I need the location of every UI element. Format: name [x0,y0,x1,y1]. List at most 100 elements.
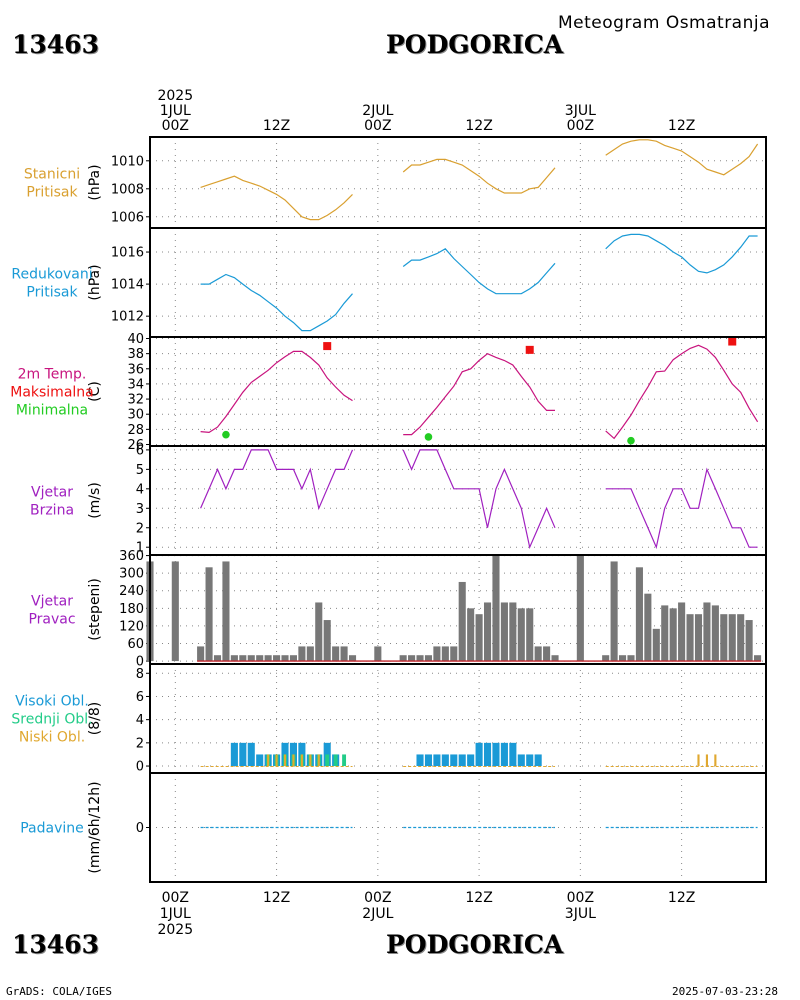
direction-bar [467,608,475,662]
direction-bar [686,614,694,662]
bottom-time-label: 00Z [567,890,594,906]
bottom-time-label: 12Z [465,890,492,906]
bottom-time-label: 12Z [668,890,695,906]
panel-label: Brzina [30,503,74,519]
y-tick-label: 4 [136,482,144,497]
high-cloud-bar [492,742,500,767]
series-line [403,353,555,436]
y-tick-label: 2 [136,736,144,751]
y-tick-label: 360 [119,549,144,564]
top-time-label: 12Z [263,118,290,134]
direction-bar [197,646,205,662]
low-cloud-bar [309,754,312,767]
y-unit-label: (8/8) [87,702,103,735]
direction-bar [711,605,719,662]
direction-bar [315,602,323,662]
low-cloud-bar [292,754,295,767]
direction-bar [450,646,458,662]
series-line [200,350,353,434]
tmax-marker [323,342,332,351]
low-cloud-bar [317,754,320,767]
y-tick-label: 38 [127,347,144,362]
panel-redukovani: 1012 1014 1016 (hPa)Redukovani Pritisak [11,227,767,338]
panel-label: Redukovani [11,267,92,283]
y-tick-label: 0 [136,821,144,836]
top-time-label: 12Z [465,118,492,134]
y-tick-label: 1010 [111,154,144,169]
panel-label: Niski Obl. [19,730,85,746]
high-cloud-bar [441,754,449,767]
panel-label: Srednji Obl. [11,712,92,728]
y-tick-label: 28 [127,423,144,438]
y-tick-label: 1006 [111,210,144,225]
panel-label: 2m Temp. [18,367,87,383]
y-tick-label: 1016 [111,246,144,261]
panel-label: Pravac [28,612,75,628]
station-id: 13463 [12,30,99,59]
y-tick-label: 1008 [111,182,144,197]
y-tick-label: 32 [127,393,144,408]
panel-oblacnost: 0 2 4 6 8 (8/8)Visoki Obl. Srednji Obl. Niski O… [11,663,767,775]
y-tick-label: 34 [127,377,144,392]
direction-bar [509,602,517,662]
direction-bar [694,614,703,662]
direction-bar [424,655,433,662]
panel-brzina: 1 2 3 4 5 6 (m/s) Vjetar Brzina [30,443,767,556]
low-cloud-bar [714,754,717,767]
y-unit-label: (C) [87,381,103,402]
y-tick-label: 4 [136,713,144,728]
direction-bar [703,602,711,662]
direction-bar [256,655,264,662]
tmax-marker [728,337,737,346]
y-unit-label: (mm/6h/12h) [87,781,103,873]
direction-bar [627,655,635,662]
top-time-label: 2025 [157,88,193,104]
panel-stanicni: 1006 1008 1010 (hPa) Stanicni Pritisak [24,136,767,229]
high-cloud-bar [450,754,458,767]
direction-bar [247,655,255,662]
tmin-marker [627,436,635,445]
high-cloud-bar [509,742,517,767]
high-cloud-bar [256,754,264,767]
y-unit-label: (m/s) [87,482,103,519]
bottom-time-label: 2JUL [362,906,393,922]
direction-bar [610,561,618,662]
series-line [200,449,354,511]
panel-label: Pritisak [26,185,78,201]
direction-bar [652,628,660,662]
direction-bar [306,646,314,662]
high-cloud-bar [467,754,475,767]
low-cloud-bar [300,754,303,767]
y-tick-label: 36 [127,362,144,377]
high-cloud-bar [289,742,297,767]
direction-bar [534,646,542,662]
panel-label: Vjetar [31,485,73,501]
y-tick-label: 26 [127,438,144,453]
y-tick-label: 1012 [111,310,144,325]
y-tick-label: 300 [119,567,144,582]
direction-bar [281,655,289,662]
direction-bar [619,655,627,662]
low-cloud-bar [697,754,700,767]
direction-bar [669,608,677,662]
direction-bar [348,655,357,662]
direction-bar [441,646,449,662]
footer-station-name: PODGORICA [386,930,564,959]
low-cloud-bar [283,754,287,767]
footer-station-id: 13463 [12,930,99,959]
series-line [605,344,759,440]
direction-bar [644,593,652,662]
panel-label: Stanicni [24,167,80,183]
direction-bar [635,567,643,662]
y-tick-label: 0 [136,655,144,670]
high-cloud-bar [458,754,466,767]
panel-label: Pritisak [26,285,78,301]
panel-label: Minimalna [16,403,88,419]
panel-frame [149,445,767,556]
direction-bar [340,646,348,662]
direction-bar [416,655,424,662]
high-cloud-bar [230,742,238,767]
panel-frame [149,772,767,883]
